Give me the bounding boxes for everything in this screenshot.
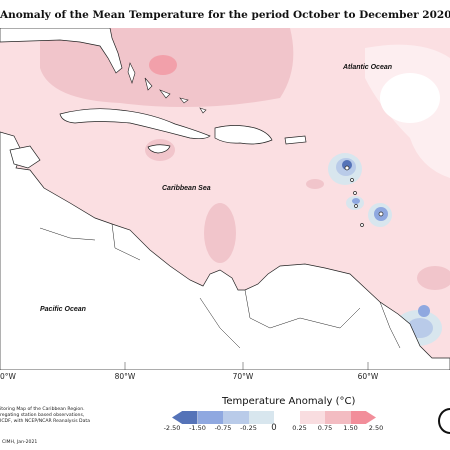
warm-spot-guiana [417,266,450,290]
colorbar-segment [274,411,300,424]
map-title: Anomaly of the Mean Temperature for the … [0,9,450,21]
atlantic-ocean-label: Atlantic Ocean [342,64,392,71]
longitude-label: 60°W [357,372,379,381]
atlantic-neutral-region [380,73,440,123]
legend-title: Temperature Anomaly (°C) [222,396,356,407]
warm-spot-panama [204,203,236,263]
land-masses [0,28,450,370]
colorbar-tick-label: 1.50 [343,424,358,432]
colorbar-tick-label: -2.50 [163,424,181,432]
graticule [124,362,369,370]
colorbar-tick-label: 2.50 [368,424,384,432]
colorbar-segment [248,411,274,424]
cuba-land [59,108,211,140]
colorbar-segment [299,411,325,424]
colorbar-tick-label: 0 [271,423,277,433]
footnote-line: regating station based observations, [0,413,85,418]
colorbar-segment [350,411,376,424]
puerto-rico-land [284,135,307,145]
colorbar-tick-label: 0.75 [317,424,333,432]
footnote: itoring Map of the Caribbean Region. reg… [0,407,110,425]
bahamas-warm-spot [149,55,177,75]
colorbar-tick-label: -0.75 [214,424,232,432]
florida-land [0,28,123,74]
bahamas-islands [127,62,207,114]
colorbar-segment [325,411,351,424]
colorbar-segment [172,411,198,424]
colorbar-tick-label: 0.25 [292,424,307,432]
colorbar-tick-label: -1.50 [189,424,206,432]
country-borders [39,223,401,349]
credit-text: CIMH, Jan-2021 [2,440,38,445]
warm-spot-east [306,179,324,189]
longitude-label: 80°W [114,372,136,381]
footnote-line: itoring Map of the Caribbean Region. [0,407,85,412]
colorbar-segment [197,411,223,424]
jamaica-land [147,144,171,154]
central-south-america-land [0,131,450,370]
anomaly-map: Atlantic Ocean Caribbean Sea Pacific Oce… [0,28,450,370]
yucatan-land [9,145,41,169]
colorbar-segment [223,411,249,424]
pacific-ocean-label: Pacific Ocean [40,306,86,313]
hispaniola-land [214,125,273,145]
longitude-label: 70°W [232,372,254,381]
caribbean-sea-label: Caribbean Sea [162,185,211,192]
logo-icon [438,408,450,434]
footnote-line: ICDF, with NCEP/NCAR Reanalysis Data [0,419,91,424]
longitude-label: 0°W [0,372,16,381]
colorbar-tick-label: -0.25 [240,424,257,432]
